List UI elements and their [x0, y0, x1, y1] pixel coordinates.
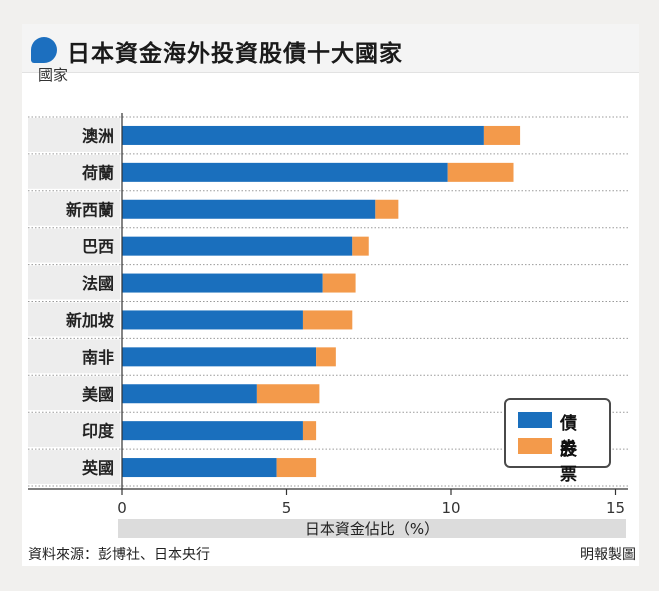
category-label: 荷蘭: [82, 163, 114, 182]
legend-label-stocks: 股票: [560, 440, 577, 485]
x-tick-label: 0: [117, 499, 127, 517]
x-tick-label: 5: [282, 499, 292, 517]
bar-bonds: [122, 458, 277, 478]
bar-stocks: [447, 162, 514, 182]
bar-stocks: [483, 125, 521, 145]
bar-stocks: [322, 273, 356, 293]
category-cell-bg: [28, 154, 120, 189]
bar-bonds: [122, 384, 257, 404]
category-label: 法國: [82, 274, 114, 293]
bar-stocks: [352, 236, 369, 256]
category-label: 南非: [82, 348, 114, 367]
category-label: 新西蘭: [66, 200, 114, 219]
bar-stocks: [302, 421, 317, 441]
x-axis-title-band: [118, 519, 626, 538]
chart-title: 日本資金海外投資股債十大國家: [67, 40, 403, 67]
bar-stocks: [302, 310, 353, 330]
bar-bonds: [122, 273, 323, 293]
category-cell-bg: [28, 376, 120, 411]
title-bar: 日本資金海外投資股債十大國家: [22, 24, 639, 73]
credit-note: 明報製圖: [580, 547, 636, 563]
category-cell-bg: [28, 228, 120, 263]
y-axis-title: 國家: [38, 66, 69, 84]
category-label: 澳洲: [82, 126, 114, 145]
source-note: 資料來源：彭博社、日本央行: [28, 547, 210, 563]
bar-bonds: [122, 421, 303, 441]
legend-swatch-stocks: [518, 438, 552, 454]
x-tick-label: 10: [441, 499, 460, 517]
legend-swatch-bonds: [518, 412, 552, 428]
bar-bonds: [122, 236, 353, 256]
category-cell-bg: [28, 265, 120, 300]
category-label: 新加坡: [66, 311, 115, 330]
bar-stocks: [256, 384, 320, 404]
x-tick-label: 15: [606, 499, 625, 517]
bar-bonds: [122, 162, 448, 182]
bar-stocks: [316, 347, 336, 367]
category-label: 巴西: [82, 237, 114, 256]
bar-stocks: [375, 199, 399, 219]
legend-label-bonds: 債券: [560, 414, 577, 459]
legend: 債券 股票: [504, 398, 611, 485]
bar-bonds: [122, 310, 303, 330]
bar-bonds: [122, 347, 317, 367]
speech-bubble-icon: [31, 37, 57, 63]
category-cell-bg: [28, 191, 120, 226]
bar-bonds: [122, 199, 376, 219]
category-cell-bg: [28, 118, 120, 152]
category-label: 英國: [81, 459, 114, 478]
category-label: 印度: [82, 422, 115, 441]
bar-bonds: [122, 125, 484, 145]
x-axis-title: 日本資金佔比（%）: [305, 520, 439, 538]
category-cell-bg: [28, 302, 120, 337]
category-cell-bg: [28, 450, 120, 484]
category-cell-bg: [28, 339, 120, 374]
category-cell-bg: [28, 413, 120, 448]
category-label: 美國: [82, 385, 114, 404]
bar-stocks: [276, 458, 317, 478]
